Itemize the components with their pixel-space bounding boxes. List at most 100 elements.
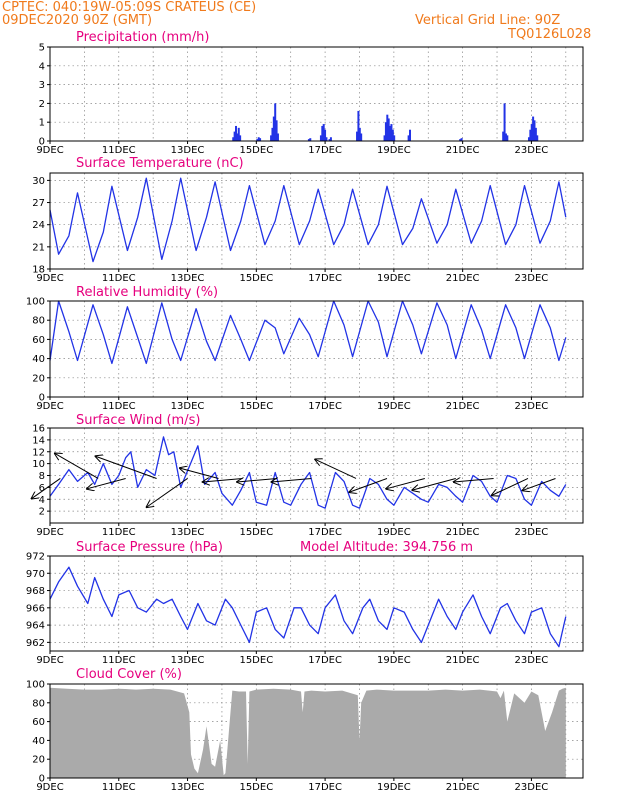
precip-bar: [459, 139, 462, 141]
cloud-xtick-label: 17DEC: [308, 782, 342, 793]
wind-vector: [32, 478, 61, 498]
wind-ytick-label: 4: [39, 495, 45, 506]
cloud-xtick-label: 21DEC: [446, 782, 480, 793]
header-model-id: TQ0126L028: [507, 27, 591, 42]
cloud-ytick-label: 20: [32, 755, 45, 766]
precip-bar: [276, 133, 279, 141]
humidity-ytick-label: 0: [39, 393, 45, 404]
temp-ytick-label: 18: [32, 265, 45, 276]
precip-bar: [534, 127, 537, 141]
pressure-ytick-label: 962: [26, 638, 45, 649]
precip-bar: [389, 125, 392, 141]
wind-ytick-label: 16: [32, 424, 45, 435]
precip-ytick-label: 1: [39, 118, 45, 129]
temp-ytick-label: 24: [32, 220, 45, 231]
temp-xtick-label: 15DEC: [239, 273, 273, 284]
humidity-xtick-label: 23DEC: [515, 401, 549, 412]
humidity-xtick-label: 19DEC: [377, 401, 411, 412]
wind-ytick-label: 6: [39, 483, 45, 494]
temp-xtick-label: 19DEC: [377, 273, 411, 284]
cloud-cover-area: [50, 687, 566, 778]
precip-bar: [409, 129, 412, 141]
precip-bar: [384, 122, 387, 141]
temperature-title: Surface Temperature (nC): [76, 156, 244, 171]
temp-ytick-label: 30: [32, 176, 45, 187]
precip-bar: [309, 138, 312, 141]
precipitation-title: Precipitation (mm/h): [76, 30, 209, 45]
cloud-ytick-label: 0: [39, 774, 45, 785]
precip-bar: [358, 127, 361, 141]
pressure-xtick-label: 23DEC: [515, 655, 549, 666]
precip-bar: [259, 138, 262, 141]
pressure-ytick-label: 964: [26, 621, 45, 632]
humidity-xtick-label: 9DEC: [36, 401, 63, 412]
precip-bar: [272, 116, 275, 141]
precip-bar: [275, 120, 278, 141]
wind-vector: [523, 477, 556, 490]
precip-bar: [232, 137, 235, 141]
humidity-ytick-label: 100: [26, 297, 45, 308]
cloud-ytick-label: 40: [32, 736, 45, 747]
precip-xtick-label: 21DEC: [446, 145, 480, 156]
wind-xtick-label: 13DEC: [171, 527, 205, 538]
precip-xtick-label: 19DEC: [377, 145, 411, 156]
precip-bar: [536, 135, 539, 141]
cloud-xtick-label: 11DEC: [102, 782, 136, 793]
precip-bar: [504, 133, 507, 141]
wind-vector: [55, 453, 99, 479]
precip-bar: [407, 135, 410, 141]
cloud-frame: [49, 683, 584, 779]
precip-bar: [322, 124, 325, 141]
precip-bar: [274, 103, 277, 141]
precip-xtick-label: 23DEC: [515, 145, 549, 156]
humidity-ytick-label: 20: [32, 373, 45, 384]
wind-title: Surface Wind (m/s): [76, 413, 200, 428]
wind-ytick-label: 14: [32, 435, 45, 446]
precip-bar: [386, 114, 389, 141]
wind-xtick-label: 15DEC: [239, 527, 273, 538]
wind-xtick-label: 9DEC: [36, 527, 63, 538]
wind-ytick-label: 8: [39, 471, 45, 482]
pressure-ytick-label: 968: [26, 586, 45, 597]
pressure-xtick-label: 21DEC: [446, 655, 480, 666]
precip-bar: [387, 118, 390, 141]
precip-bar: [393, 135, 396, 141]
wind-vector: [349, 477, 388, 492]
pressure-xtick-label: 11DEC: [102, 655, 136, 666]
wind-vector: [87, 477, 126, 488]
temp-xtick-label: 13DEC: [171, 273, 205, 284]
precip-bar: [383, 135, 386, 141]
precip-bar: [529, 129, 532, 141]
cloud-xtick-label: 13DEC: [171, 782, 205, 793]
cloud-ytick-label: 80: [32, 698, 45, 709]
wind-vector: [386, 477, 425, 488]
temp-xtick-label: 9DEC: [36, 273, 63, 284]
humidity-panel: Relative Humidity (%) 0 20 40 60 80 100 9DEC 11…: [26, 285, 584, 412]
precip-bar: [527, 137, 530, 141]
wind-ytick-label: 10: [32, 459, 45, 470]
humidity-xtick-label: 15DEC: [239, 401, 273, 412]
humidity-ytick-label: 40: [32, 354, 45, 365]
pressure-line: [49, 566, 567, 648]
precip-bar: [328, 139, 331, 141]
precip-xtick-label: 17DEC: [308, 145, 342, 156]
precip-bar: [506, 135, 509, 141]
precipitation-panel: Precipitation (mm/h) 0 1 2 3 4 5 9DEC 11DEC 13DE…: [36, 30, 584, 156]
temp-frame: [49, 172, 584, 270]
precip-bar: [307, 139, 310, 141]
precip-xtick-label: 9DEC: [36, 145, 63, 156]
precip-bar: [233, 131, 236, 141]
precip-bar: [356, 131, 359, 141]
header-grid-note: Vertical Grid Line: 90Z: [415, 13, 560, 28]
temp-ytick-label: 21: [32, 242, 45, 253]
precip-bar: [325, 137, 328, 141]
wind-xtick-label: 23DEC: [515, 527, 549, 538]
pressure-panel: Surface Pressure (hPa) Model Altitude: 3…: [26, 540, 584, 666]
precip-xtick-label: 11DEC: [102, 145, 136, 156]
wind-frame: [49, 427, 584, 524]
pressure-xtick-label: 17DEC: [308, 655, 342, 666]
temp-ytick-label: 27: [32, 198, 45, 209]
precip-bar: [502, 131, 505, 141]
pressure-xtick-label: 15DEC: [239, 655, 273, 666]
